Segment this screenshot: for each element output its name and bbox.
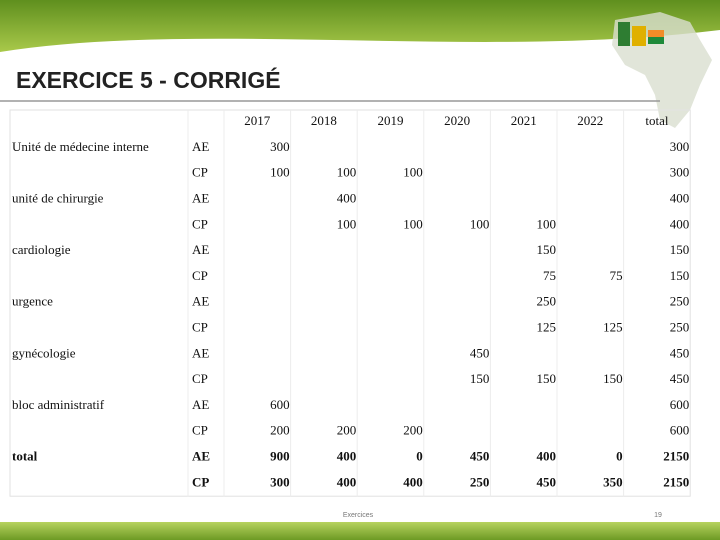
cell-value: 600 (670, 397, 690, 412)
cell-value: 200 (270, 423, 290, 438)
column-header: 2022 (577, 113, 603, 128)
row-label: gynécologie (12, 345, 76, 360)
column-header: 2017 (244, 113, 271, 128)
cell-value: 300 (670, 139, 690, 154)
cell-value: 250 (470, 474, 490, 489)
cell-value: 600 (670, 423, 690, 438)
cell-value: 400 (403, 474, 423, 489)
cell-value: 400 (537, 448, 557, 463)
cell-value: 450 (670, 371, 690, 386)
cell-value: 450 (470, 345, 490, 360)
cell-value: 400 (337, 190, 357, 205)
cell-value: 400 (337, 448, 357, 463)
cell-value: 200 (403, 423, 423, 438)
bottom-band (0, 522, 720, 540)
cell-value: 100 (403, 216, 423, 231)
cell-value: 150 (670, 268, 690, 283)
row-type: AE (192, 345, 209, 360)
cell-value: 150 (537, 371, 557, 386)
cell-value: 400 (670, 190, 690, 205)
column-header: 2020 (444, 113, 470, 128)
cell-value: 150 (537, 242, 557, 257)
column-header: 2019 (378, 113, 404, 128)
cell-value: 100 (337, 216, 357, 231)
column-header: 2018 (311, 113, 337, 128)
row-label: unité de chirurgie (12, 190, 104, 205)
cell-value: 100 (403, 165, 423, 180)
row-type: CP (192, 474, 209, 489)
row-type: CP (192, 268, 208, 283)
cell-value: 100 (337, 165, 357, 180)
slide-title: EXERCICE 5 - CORRIGÉ (16, 66, 281, 93)
cell-value: 900 (270, 448, 290, 463)
cell-value: 2150 (663, 474, 689, 489)
cell-value: 150 (603, 371, 623, 386)
column-header: total (645, 113, 668, 128)
cell-value: 100 (537, 216, 557, 231)
table: 2017 2018 2019 2020 2021 2022 total Unité de mé… (9, 109, 691, 497)
cell-value: 0 (616, 448, 623, 463)
row-type: CP (192, 165, 208, 180)
cell-value: 75 (610, 268, 623, 283)
cell-value: 300 (270, 474, 290, 489)
cell-value: 125 (537, 319, 557, 334)
cell-value: 400 (337, 474, 357, 489)
flag (632, 26, 646, 46)
footer-text: Exercices (343, 512, 374, 519)
row-type: AE (192, 139, 209, 154)
cell-value: 75 (543, 268, 556, 283)
row-type: AE (192, 190, 209, 205)
row-label: total (12, 448, 38, 463)
row-type: CP (192, 319, 208, 334)
row-label: bloc administratif (12, 397, 105, 412)
cell-value: 400 (670, 216, 690, 231)
cell-value: 100 (470, 216, 490, 231)
cell-value: 300 (270, 139, 290, 154)
cell-value: 150 (470, 371, 490, 386)
cell-value: 250 (537, 294, 557, 309)
cell-value: 450 (670, 345, 690, 360)
row-label: urgence (12, 294, 53, 309)
row-type: CP (192, 371, 208, 386)
cell-value: 200 (337, 423, 357, 438)
column-header: 2021 (511, 113, 537, 128)
cell-value: 450 (537, 474, 557, 489)
table-border (9, 109, 691, 497)
flag (618, 22, 630, 46)
row-type: CP (192, 216, 208, 231)
row-type: AE (192, 448, 210, 463)
band-curve (0, 30, 720, 60)
row-type: CP (192, 423, 208, 438)
cell-value: 300 (670, 165, 690, 180)
cell-value: 100 (270, 165, 290, 180)
row-type: AE (192, 397, 209, 412)
cell-value: 450 (470, 448, 490, 463)
cell-value: 150 (670, 242, 690, 257)
row-label: cardiologie (12, 242, 71, 257)
row-type: AE (192, 242, 209, 257)
cell-value: 125 (603, 319, 623, 334)
row-label: Unité de médecine interne (12, 139, 149, 154)
cell-value: 0 (416, 448, 423, 463)
cell-value: 250 (670, 319, 690, 334)
cell-value: 350 (603, 474, 623, 489)
cell-value: 2150 (663, 448, 689, 463)
cell-value: 600 (270, 397, 290, 412)
cell-value: 250 (670, 294, 690, 309)
flag (648, 37, 664, 44)
page-number: 19 (654, 512, 662, 519)
row-type: AE (192, 294, 209, 309)
